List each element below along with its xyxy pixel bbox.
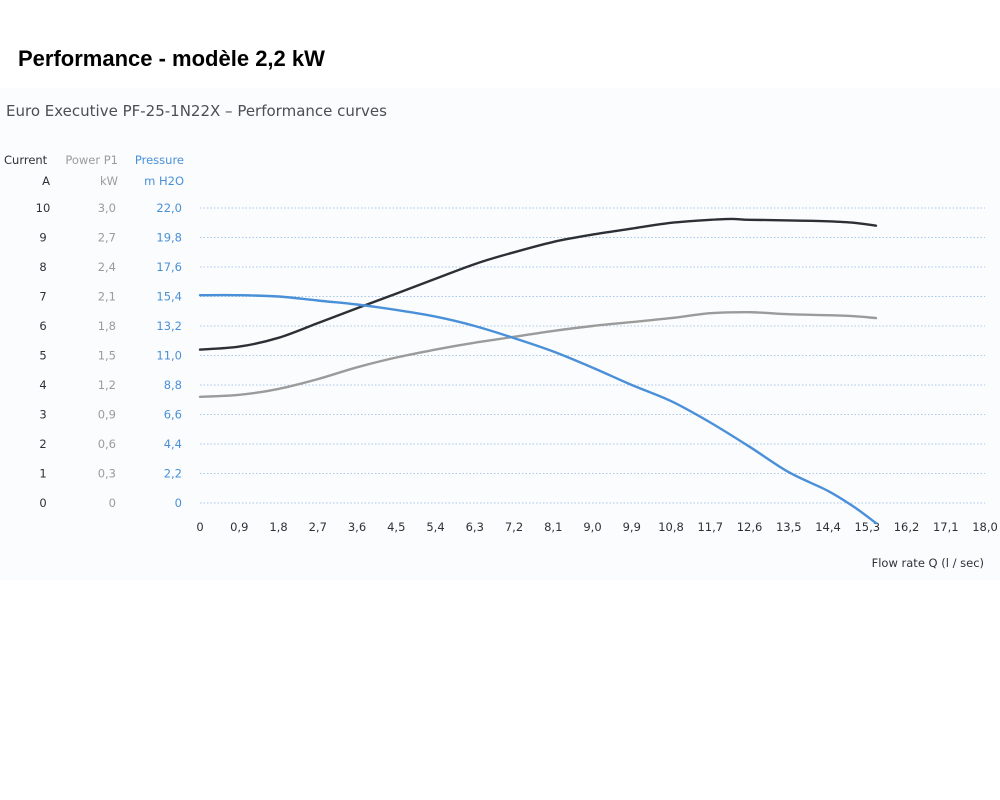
current-tick-label: 0 — [39, 496, 46, 510]
current-tick-label: 7 — [39, 290, 46, 304]
pressure-tick-label: 13,2 — [156, 319, 182, 333]
current-curve — [198, 217, 878, 351]
gridlines — [200, 207, 985, 504]
power-tick-label: 0,9 — [98, 408, 116, 422]
x-tick-label: 14,4 — [815, 520, 841, 534]
power-tick-label: 0,3 — [98, 467, 116, 481]
current-tick-label: 8 — [39, 260, 46, 274]
current-tick-label: 4 — [39, 378, 46, 392]
x-tick-label: 0,9 — [230, 520, 248, 534]
pressure-tick-label: 17,6 — [156, 260, 182, 274]
x-tick-label: 8,1 — [544, 520, 562, 534]
x-axis-label: Flow rate Q (l / sec) — [872, 556, 984, 570]
power-curve — [198, 310, 878, 398]
current-tick-label: 5 — [39, 349, 46, 363]
pressure-tick-label: 22,0 — [156, 201, 182, 215]
pressure-axis-title: Pressure — [135, 153, 184, 167]
x-tick-label: 4,5 — [387, 520, 405, 534]
x-tick-label: 3,6 — [348, 520, 366, 534]
x-tick-label: 5,4 — [426, 520, 444, 534]
power-axis-unit: kW — [100, 174, 118, 188]
x-tick-label: 18,0 — [972, 520, 998, 534]
pressure-tick-label: 15,4 — [156, 290, 182, 304]
x-tick-label: 9,0 — [583, 520, 601, 534]
current-tick-label: 1 — [39, 467, 46, 481]
x-tick-label: 0 — [196, 520, 203, 534]
chart-curves — [198, 217, 878, 525]
x-tick-label: 7,2 — [505, 520, 523, 534]
x-tick-label: 2,7 — [309, 520, 327, 534]
page-heading: Performance - modèle 2,2 kW — [18, 46, 325, 71]
x-tick-label: 10,8 — [658, 520, 684, 534]
x-tick-label: 16,2 — [894, 520, 920, 534]
current-axis-unit: A — [42, 174, 50, 188]
x-tick-label: 13,5 — [776, 520, 802, 534]
pressure-tick-label: 0 — [175, 496, 182, 510]
x-tick-label: 11,7 — [697, 520, 723, 534]
x-tick-label: 9,9 — [623, 520, 641, 534]
power-tick-label: 2,4 — [98, 260, 116, 274]
current-tick-label: 6 — [39, 319, 46, 333]
pressure-curve — [198, 293, 878, 525]
current-axis-title: Current — [4, 153, 48, 167]
pressure-tick-label: 2,2 — [164, 467, 182, 481]
power-tick-label: 0,6 — [98, 437, 116, 451]
x-tick-label: 17,1 — [933, 520, 959, 534]
power-tick-label: 1,2 — [98, 378, 116, 392]
power-tick-label: 3,0 — [98, 201, 116, 215]
pressure-axis-unit: m H2O — [144, 174, 184, 188]
current-tick-label: 2 — [39, 437, 46, 451]
power-tick-label: 1,5 — [98, 349, 116, 363]
current-tick-label: 10 — [36, 201, 51, 215]
power-tick-label: 2,7 — [98, 231, 116, 245]
performance-chart: Euro Executive PF-25-1N22X – Performance… — [0, 88, 1000, 580]
current-tick-label: 3 — [39, 408, 46, 422]
y-axis-ticks: 0 1 2 3 4 5 6 7 8 9 10 0 0,3 0,6 0,9 1,2 1,5 1,8 2,1 2,4 2,7… — [36, 201, 182, 510]
pressure-tick-label: 11,0 — [156, 349, 182, 363]
y-axis-headers: Current A Power P1 kW Pressure m H2O — [4, 153, 184, 188]
power-axis-title: Power P1 — [65, 153, 118, 167]
power-tick-label: 1,8 — [98, 319, 116, 333]
current-tick-label: 9 — [39, 231, 46, 245]
power-tick-label: 2,1 — [98, 290, 116, 304]
pressure-tick-label: 8,8 — [164, 378, 182, 392]
pressure-tick-label: 6,6 — [164, 408, 182, 422]
x-tick-label: 12,6 — [737, 520, 763, 534]
x-axis-ticks: 0 0,9 1,8 2,7 3,6 4,5 5,4 6,3 7,2 8,1 9,0 9,9 10,8 11… — [196, 520, 997, 534]
x-tick-label: 15,3 — [854, 520, 880, 534]
power-tick-label: 0 — [109, 496, 116, 510]
performance-chart-svg: Euro Executive PF-25-1N22X – Performance… — [4, 102, 998, 570]
x-tick-label: 6,3 — [466, 520, 484, 534]
chart-title: Euro Executive PF-25-1N22X – Performance… — [6, 102, 387, 120]
pressure-tick-label: 19,8 — [156, 231, 182, 245]
pressure-tick-label: 4,4 — [164, 437, 182, 451]
x-tick-label: 1,8 — [269, 520, 287, 534]
